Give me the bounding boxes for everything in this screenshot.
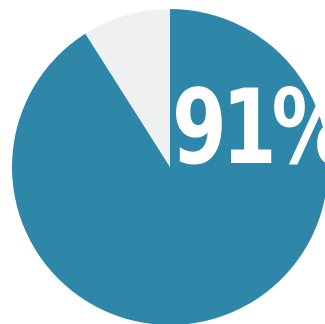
pie-slice-1 xyxy=(85,9,170,167)
pie-slice-0 xyxy=(12,9,325,324)
pie-slices xyxy=(12,9,325,324)
percent-label: 91% xyxy=(172,67,325,188)
